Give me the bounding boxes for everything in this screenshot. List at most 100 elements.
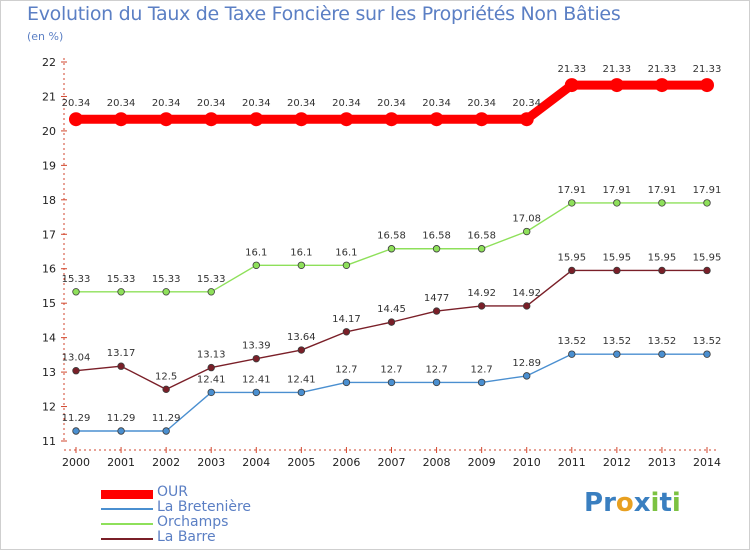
data-label-orchamps: 15.33: [107, 274, 136, 285]
data-point-la-barre: [477, 302, 486, 310]
data-label-la-barre: 15.95: [557, 252, 586, 263]
data-point-our: [384, 112, 399, 127]
data-point-la-barre: [72, 367, 80, 375]
data-label-our: 20.34: [197, 98, 226, 109]
data-point-orchamps: [162, 288, 170, 296]
data-point-la-breteni-re: [72, 427, 80, 435]
data-point-orchamps: [568, 199, 576, 207]
x-tick-label: 2010: [513, 456, 541, 469]
y-tick-label: 17: [42, 228, 56, 241]
x-tick-label: 2001: [107, 456, 135, 469]
data-point-la-breteni-re: [658, 350, 666, 358]
data-point-la-breteni-re: [432, 378, 441, 387]
legend-label: OUR: [157, 484, 188, 500]
data-label-orchamps: 16.58: [422, 231, 451, 242]
data-label-la-barre: 13.13: [197, 350, 226, 361]
data-point-orchamps: [342, 261, 351, 269]
data-point-our: [294, 112, 309, 127]
data-point-la-barre: [342, 328, 351, 336]
y-tick-label: 15: [42, 297, 56, 310]
data-label-la-barre: 13.04: [62, 353, 91, 364]
data-label-la-breteni-re: 12.41: [197, 374, 226, 385]
data-point-la-breteni-re: [252, 388, 260, 397]
data-point-la-barre: [162, 385, 170, 394]
data-label-la-barre: 14.45: [377, 304, 406, 315]
data-label-orchamps: 17.91: [648, 185, 677, 196]
data-point-la-barre: [252, 354, 260, 363]
data-label-orchamps: 16.1: [335, 247, 357, 258]
y-tick-label: 19: [42, 159, 56, 172]
data-point-our: [249, 112, 264, 127]
data-point-orchamps: [613, 199, 621, 207]
x-tick-label: 2003: [197, 456, 225, 469]
y-tick-label: 16: [42, 263, 56, 276]
data-point-la-breteni-re: [523, 372, 531, 380]
legend-swatch: [101, 508, 153, 510]
y-tick-label: 20: [42, 125, 56, 138]
data-label-orchamps: 16.58: [467, 231, 496, 242]
data-label-our: 21.33: [648, 64, 677, 75]
y-tick-label: 22: [42, 56, 56, 69]
data-label-our: 20.34: [467, 98, 496, 109]
data-label-our: 20.34: [242, 98, 271, 109]
data-point-our: [564, 78, 579, 93]
data-point-orchamps: [297, 261, 306, 269]
data-point-our: [654, 78, 669, 93]
data-label-our: 21.33: [603, 64, 632, 75]
proxiti-logo: Proxiti: [584, 488, 681, 518]
data-point-our: [339, 112, 354, 127]
legend-label: La Barre: [157, 529, 216, 545]
data-point-orchamps: [72, 288, 80, 296]
data-point-la-breteni-re: [568, 350, 576, 358]
data-label-our: 20.34: [377, 98, 406, 109]
legend-item-orchamps: Orchamps: [101, 514, 361, 531]
data-point-our: [159, 112, 174, 127]
data-label-our: 20.34: [152, 98, 181, 109]
legend-swatch: [101, 538, 153, 540]
data-label-la-barre: 15.95: [648, 252, 677, 263]
data-label-orchamps: 17.08: [512, 214, 541, 225]
data-label-la-breteni-re: 13.52: [603, 336, 632, 347]
data-label-our: 21.33: [693, 64, 722, 75]
legend-label: La Bretenière: [157, 499, 252, 515]
data-point-our: [114, 112, 129, 127]
data-label-orchamps: 16.1: [245, 247, 267, 258]
logo-letter: t: [659, 488, 672, 518]
data-label-la-barre: 13.39: [242, 341, 271, 352]
data-label-la-breteni-re: 11.29: [107, 413, 136, 424]
data-point-our: [700, 78, 714, 93]
x-tick-label: 2007: [378, 456, 406, 469]
logo-letter: x: [633, 488, 651, 518]
data-label-orchamps: 17.91: [693, 185, 722, 196]
data-label-la-breteni-re: 12.89: [512, 358, 541, 369]
series-points: [69, 78, 714, 435]
data-label-la-barre: 15.95: [693, 252, 722, 263]
data-point-la-barre: [613, 266, 621, 275]
data-point-orchamps: [523, 227, 531, 236]
data-point-orchamps: [387, 245, 396, 253]
data-label-la-breteni-re: 13.52: [693, 336, 722, 347]
data-label-la-barre: 15.95: [603, 252, 632, 263]
data-label-our: 20.34: [107, 98, 136, 109]
x-tick-label: 2013: [648, 456, 676, 469]
data-label-our: 20.34: [287, 98, 316, 109]
data-point-our: [204, 112, 219, 127]
legend-label: Orchamps: [157, 514, 229, 530]
data-label-orchamps: 15.33: [62, 274, 91, 285]
data-point-orchamps: [207, 288, 215, 296]
logo-letter: r: [603, 488, 616, 518]
data-point-la-barre: [658, 266, 666, 275]
data-label-la-breteni-re: 12.41: [287, 374, 316, 385]
x-tick-label: 2014: [693, 456, 721, 469]
data-point-la-barre: [387, 318, 396, 326]
legend-swatch: [101, 489, 153, 499]
data-point-our: [609, 78, 624, 93]
x-tick-label: 2005: [287, 456, 315, 469]
legend-item-la-barre: La Barre: [101, 529, 361, 546]
data-label-la-barre: 14.17: [332, 314, 361, 325]
x-tick-label: 2000: [62, 456, 90, 469]
data-point-la-breteni-re: [703, 350, 711, 358]
logo-letter: P: [584, 488, 604, 518]
legend-swatch: [101, 523, 153, 525]
y-tick-label: 14: [42, 332, 56, 345]
